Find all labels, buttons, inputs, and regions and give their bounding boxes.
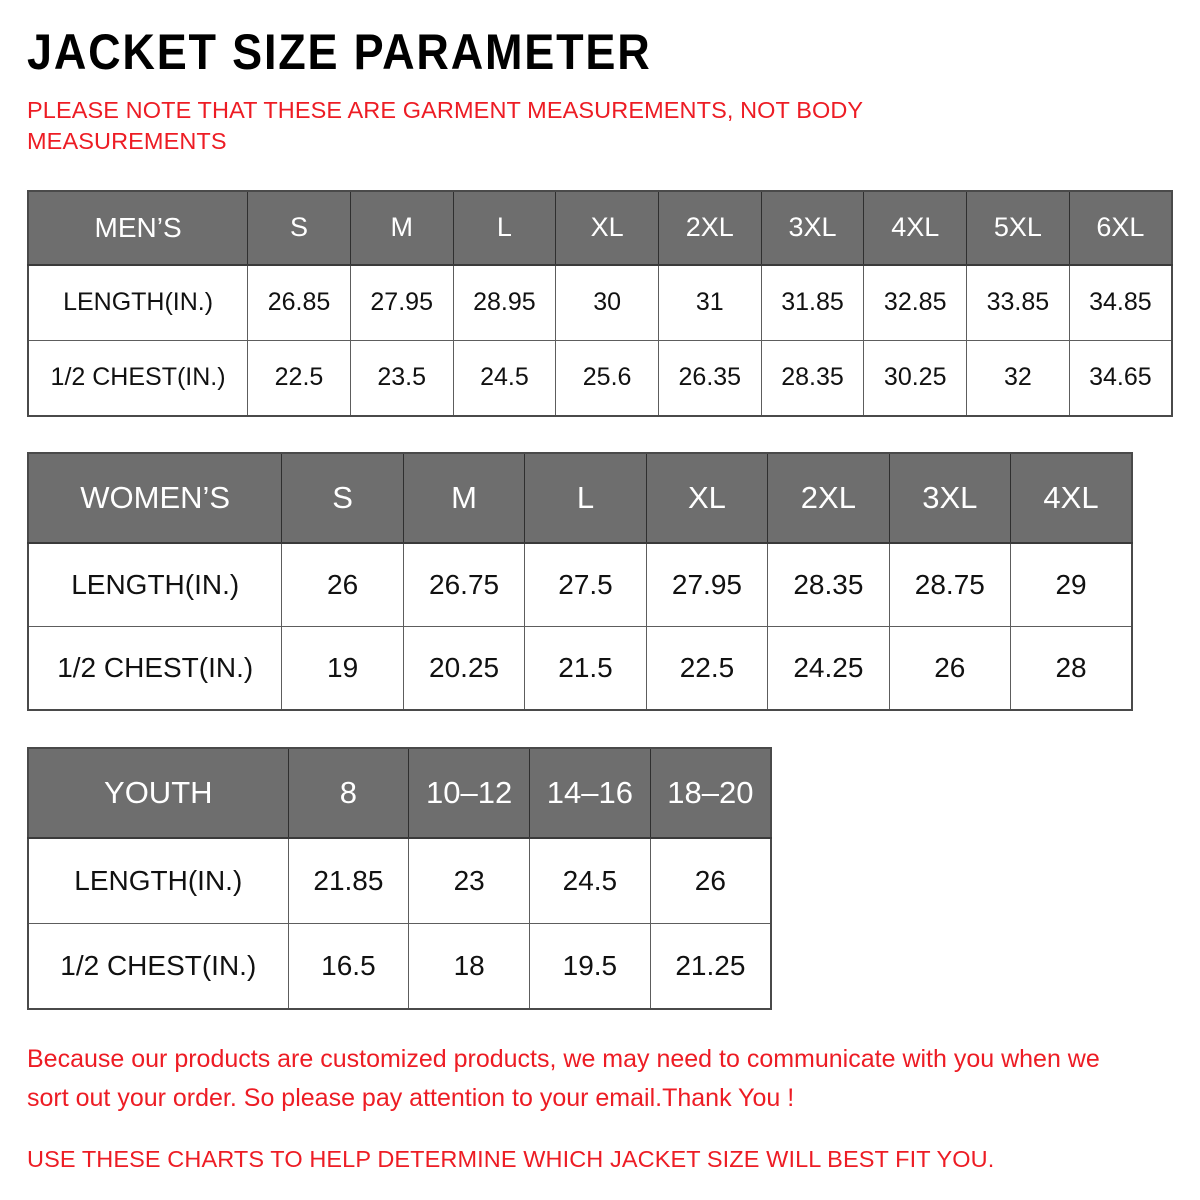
- measure-value: 27.95: [349, 264, 454, 341]
- measure-value: 29: [1010, 542, 1133, 627]
- measure-value: 30.25: [863, 339, 968, 417]
- youth-size-header-8: 8: [287, 747, 410, 839]
- measure-value: 19: [281, 625, 404, 711]
- mens-size-header-5xl: 5XL: [966, 190, 1070, 266]
- mens-size-header-l: L: [452, 190, 557, 266]
- mens-table-head: MEN’S S M L XL 2XL 3XL 4XL 5XL 6XL: [27, 190, 1173, 266]
- youth-table-head: YOUTH 8 10–12 14–16 18–20: [27, 747, 772, 839]
- womens-size-header-l: L: [524, 452, 647, 544]
- youth-size-table: YOUTH 8 10–12 14–16 18–20 LENGTH(IN.) 21.85 23…: [27, 746, 772, 1010]
- measure-value: 24.5: [529, 837, 651, 924]
- measure-value: 28.35: [760, 339, 865, 417]
- measure-value: 16.5: [287, 922, 410, 1010]
- measure-value: 32.85: [863, 264, 968, 341]
- mens-header-row: MEN’S S M L XL 2XL 3XL 4XL 5XL 6XL: [27, 190, 1173, 266]
- womens-size-header-2xl: 2XL: [767, 452, 890, 544]
- youth-size-header-10-12: 10–12: [408, 747, 531, 839]
- measure-value: 24.5: [452, 339, 557, 417]
- measure-value: 23: [408, 837, 531, 924]
- measure-value: 22.5: [645, 625, 769, 711]
- use-charts-note: USE THESE CHARTS TO HELP DETERMINE WHICH…: [27, 1146, 995, 1173]
- womens-category-header: WOMEN’S: [27, 452, 283, 544]
- measure-value: 23.5: [349, 339, 454, 417]
- measure-value: 28: [1010, 625, 1133, 711]
- womens-size-header-s: S: [281, 452, 404, 544]
- youth-header-row: YOUTH 8 10–12 14–16 18–20: [27, 747, 772, 839]
- measure-value: 21.5: [524, 625, 647, 711]
- mens-measure-label: 1/2 CHEST(IN.): [27, 339, 249, 417]
- measure-value: 32: [966, 339, 1070, 417]
- table-row: LENGTH(IN.) 26 26.75 27.5 27.95 28.35 28.75 29: [27, 542, 1133, 627]
- table-row: LENGTH(IN.) 21.85 23 24.5 26: [27, 837, 772, 924]
- table-row: 1/2 CHEST(IN.) 19 20.25 21.5 22.5 24.25 26 28: [27, 625, 1133, 711]
- mens-size-header-s: S: [247, 190, 351, 266]
- youth-size-header-14-16: 14–16: [529, 747, 651, 839]
- measure-value: 27.5: [524, 542, 647, 627]
- page-title: JACKET SIZE PARAMETER: [27, 24, 652, 80]
- measure-value: 22.5: [247, 339, 351, 417]
- womens-measure-label: 1/2 CHEST(IN.): [27, 625, 283, 711]
- youth-table-body: LENGTH(IN.) 21.85 23 24.5 26 1/2 CHEST(IN.) 16…: [27, 837, 772, 1010]
- youth-category-header: YOUTH: [27, 747, 289, 839]
- measure-value: 25.6: [555, 339, 659, 417]
- measure-value: 27.95: [645, 542, 769, 627]
- youth-measure-label: LENGTH(IN.): [27, 837, 289, 924]
- table-row: 1/2 CHEST(IN.) 16.5 18 19.5 21.25: [27, 922, 772, 1010]
- measure-value: 26.35: [657, 339, 762, 417]
- womens-size-header-4xl: 4XL: [1010, 452, 1133, 544]
- mens-measure-label: LENGTH(IN.): [27, 264, 249, 341]
- measure-value: 18: [408, 922, 531, 1010]
- measure-value: 31: [657, 264, 762, 341]
- measure-value: 34.85: [1068, 264, 1173, 341]
- womens-size-table: WOMEN’S S M L XL 2XL 3XL 4XL LENGTH(IN.) 26 26.75…: [27, 451, 1133, 711]
- measure-value: 34.65: [1068, 339, 1173, 417]
- measure-value: 21.85: [287, 837, 410, 924]
- table-row: 1/2 CHEST(IN.) 22.5 23.5 24.5 25.6 26.35 28.35…: [27, 339, 1173, 417]
- measure-value: 33.85: [966, 264, 1070, 341]
- womens-header-row: WOMEN’S S M L XL 2XL 3XL 4XL: [27, 452, 1133, 544]
- womens-measure-label: LENGTH(IN.): [27, 542, 283, 627]
- womens-table-head: WOMEN’S S M L XL 2XL 3XL 4XL: [27, 452, 1133, 544]
- mens-size-header-2xl: 2XL: [657, 190, 762, 266]
- womens-size-header-3xl: 3XL: [888, 452, 1012, 544]
- mens-size-header-4xl: 4XL: [863, 190, 968, 266]
- garment-measurement-note: PLEASE NOTE THAT THESE ARE GARMENT MEASU…: [27, 96, 863, 155]
- table-row: LENGTH(IN.) 26.85 27.95 28.95 30 31 31.85 32.85…: [27, 264, 1173, 341]
- mens-size-header-xl: XL: [555, 190, 659, 266]
- mens-table-body: LENGTH(IN.) 26.85 27.95 28.95 30 31 31.85 32.85…: [27, 264, 1173, 417]
- mens-size-header-6xl: 6XL: [1068, 190, 1173, 266]
- measure-value: 20.25: [402, 625, 526, 711]
- youth-size-header-18-20: 18–20: [649, 747, 772, 839]
- measure-value: 26: [888, 625, 1012, 711]
- measure-value: 30: [555, 264, 659, 341]
- womens-size-header-m: M: [402, 452, 526, 544]
- customization-note: Because our products are customized prod…: [27, 1044, 1100, 1112]
- measure-value: 28.95: [452, 264, 557, 341]
- measure-value: 26: [649, 837, 772, 924]
- measure-value: 19.5: [529, 922, 651, 1010]
- womens-size-header-xl: XL: [645, 452, 769, 544]
- measure-value: 31.85: [760, 264, 865, 341]
- measure-value: 28.35: [767, 542, 890, 627]
- mens-category-header: MEN’S: [27, 190, 249, 266]
- mens-size-table: MEN’S S M L XL 2XL 3XL 4XL 5XL 6XL LENGTH(IN.) 26.…: [27, 189, 1173, 417]
- measure-value: 26.75: [402, 542, 526, 627]
- measure-value: 26: [281, 542, 404, 627]
- measure-value: 21.25: [649, 922, 772, 1010]
- measure-value: 28.75: [888, 542, 1012, 627]
- measure-value: 24.25: [767, 625, 890, 711]
- measure-value: 26.85: [247, 264, 351, 341]
- mens-size-header-m: M: [349, 190, 454, 266]
- mens-size-header-3xl: 3XL: [760, 190, 865, 266]
- youth-measure-label: 1/2 CHEST(IN.): [27, 922, 289, 1010]
- womens-table-body: LENGTH(IN.) 26 26.75 27.5 27.95 28.35 28.75 29 1…: [27, 542, 1133, 711]
